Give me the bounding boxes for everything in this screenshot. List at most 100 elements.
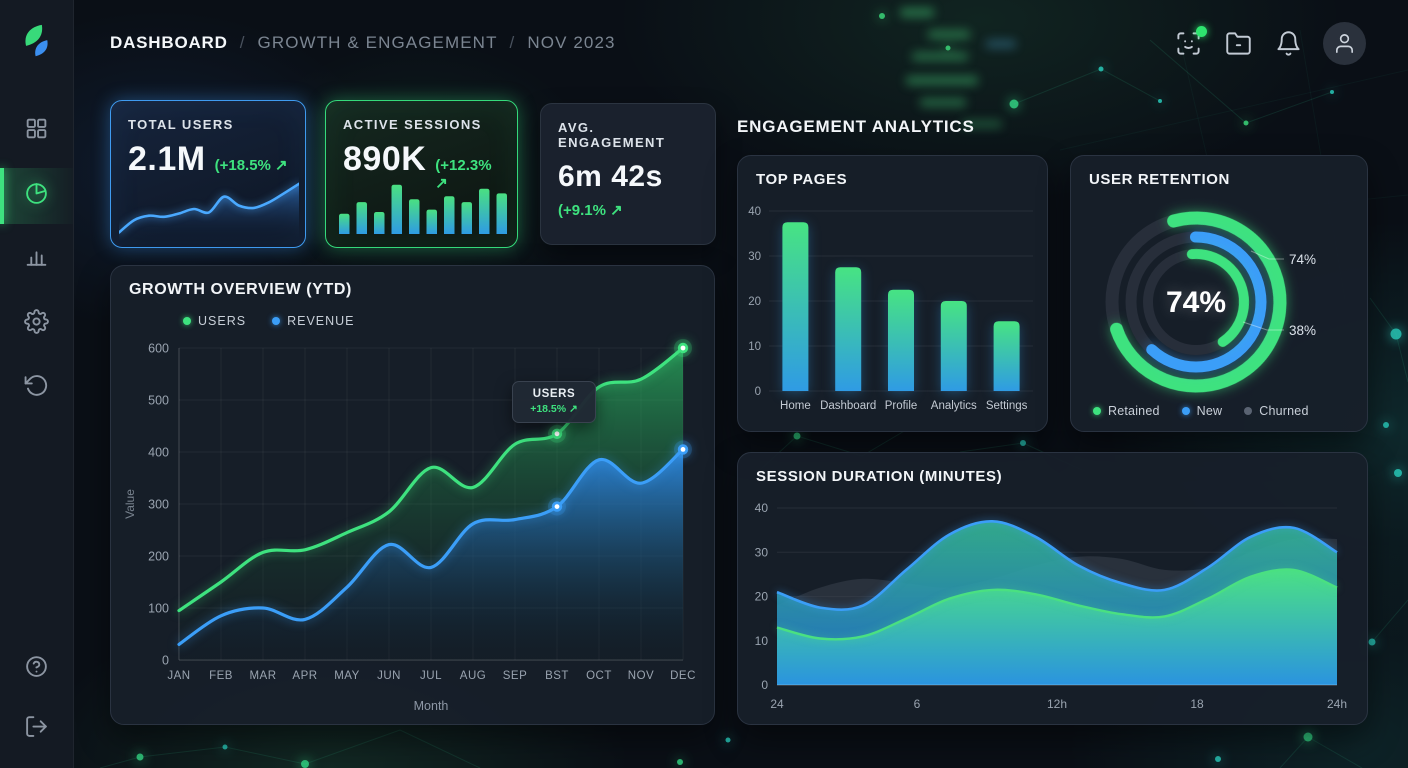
legend-revenue[interactable]: REVENUE <box>272 314 354 328</box>
svg-text:500: 500 <box>148 394 169 408</box>
sidebar-item-settings[interactable] <box>0 298 73 350</box>
growth-overview-card: GROWTH OVERVIEW (YTD) USERS REVENUE JAN F… <box>110 265 715 725</box>
legend-new[interactable]: New <box>1181 404 1223 418</box>
svg-text:Profile: Profile <box>885 400 918 412</box>
growth-legend: USERS REVENUE <box>183 314 355 328</box>
svg-text:JAN: JAN <box>167 670 190 682</box>
active-sessions-sparkline <box>339 172 507 234</box>
revenue-legend-dot <box>272 317 281 325</box>
svg-text:Value: Value <box>123 489 137 519</box>
help-icon <box>24 654 49 684</box>
users-legend-dot <box>183 317 191 325</box>
svg-text:24: 24 <box>770 697 784 711</box>
breadcrumb-separator: / <box>239 33 246 52</box>
svg-text:10: 10 <box>748 341 761 353</box>
new-legend-dot <box>1181 407 1190 415</box>
user-retention-card: USER RETENTION 74% 74% 38% Retained New … <box>1070 155 1368 432</box>
svg-text:SEP: SEP <box>503 670 528 682</box>
legend-users[interactable]: USERS <box>183 314 246 328</box>
svg-text:10: 10 <box>755 634 769 648</box>
legend-retained[interactable]: Retained <box>1093 404 1160 418</box>
sidebar-item-reports[interactable] <box>0 233 73 285</box>
tooltip-series: USERS <box>532 387 576 400</box>
sidebar-item-history[interactable] <box>0 362 73 414</box>
bell-button[interactable] <box>1275 30 1303 58</box>
retention-legend: Retained New Churned <box>1093 404 1309 418</box>
svg-text:MAR: MAR <box>249 670 276 682</box>
svg-text:6: 6 <box>914 697 921 711</box>
retention-center-value: 74% <box>1165 286 1227 319</box>
svg-text:Home: Home <box>780 400 811 412</box>
breadcrumb: DASHBOARD / GROWTH & ENGAGEMENT / NOV 20… <box>110 33 616 53</box>
user-icon <box>1336 34 1353 53</box>
svg-text:400: 400 <box>148 446 169 460</box>
face-scan-button[interactable] <box>1175 26 1207 58</box>
svg-text:JUL: JUL <box>420 670 442 682</box>
svg-text:Settings: Settings <box>986 400 1028 412</box>
logout-icon <box>24 714 49 744</box>
new-label: New <box>1196 404 1223 418</box>
legend-users-label: USERS <box>198 314 247 328</box>
sidebar-item-help[interactable] <box>0 643 73 695</box>
tooltip-delta: +18.5% ↗ <box>530 402 578 415</box>
stat-card-active-sessions: ACTIVE SESSIONS 890K (+12.3% ↗ <box>325 100 518 248</box>
churned-legend-dot <box>1244 407 1253 415</box>
breadcrumb-period[interactable]: NOV 2023 <box>527 33 616 52</box>
breadcrumb-section[interactable]: GROWTH & ENGAGEMENT <box>257 33 498 52</box>
churned-label: Churned <box>1259 404 1309 418</box>
svg-text:DEC: DEC <box>670 670 696 682</box>
notification-dot <box>1196 26 1207 37</box>
growth-title: GROWTH OVERVIEW (YTD) <box>129 281 352 298</box>
stat-value: 6m 42s <box>558 160 663 193</box>
svg-text:20: 20 <box>755 590 769 604</box>
svg-text:40: 40 <box>755 501 769 515</box>
svg-text:30: 30 <box>755 545 769 559</box>
retained-legend-dot <box>1093 407 1101 415</box>
svg-text:18: 18 <box>1190 697 1204 711</box>
stat-title: TOTAL USERS <box>128 117 234 132</box>
top-pages-card: TOP PAGES 0 10 20 30 40 Home Dashboard Profile A… <box>737 155 1048 432</box>
stat-card-avg-engagement: AVG. ENGAGEMENT 6m 42s (+9.1% ↗ <box>540 103 716 245</box>
bar-chart-icon <box>24 244 49 274</box>
legend-revenue-label: REVENUE <box>287 314 355 328</box>
svg-text:APR: APR <box>292 670 317 682</box>
top-pages-chart: 0 10 20 30 40 Home Dashboard Profile Analytics Se… <box>738 156 1047 431</box>
svg-text:300: 300 <box>148 498 169 512</box>
grid-icon <box>24 116 49 146</box>
svg-text:AUG: AUG <box>460 670 486 682</box>
svg-text:BST: BST <box>545 670 569 682</box>
retention-title: USER RETENTION <box>1089 171 1230 188</box>
breadcrumb-dashboard[interactable]: DASHBOARD <box>110 33 228 52</box>
sidebar-item-dashboard[interactable] <box>0 105 73 157</box>
growth-tooltip: USERS +18.5% ↗ <box>512 380 596 423</box>
breadcrumb-separator: / <box>509 33 516 52</box>
stat-delta: (+12.3% ↗ <box>435 157 492 192</box>
svg-text:Analytics: Analytics <box>931 400 977 412</box>
stat-title: AVG. ENGAGEMENT <box>558 120 666 150</box>
session-duration-card: SESSION DURATION (MINUTES) 0 10 20 30 40 24 6 1… <box>737 452 1368 725</box>
svg-text:FEB: FEB <box>209 670 233 682</box>
session-title: SESSION DURATION (MINUTES) <box>756 468 1003 485</box>
engagement-analytics-title: ENGAGEMENT ANALYTICS <box>737 117 975 136</box>
folder-button[interactable] <box>1225 30 1253 58</box>
svg-text:0: 0 <box>755 386 761 398</box>
total-users-sparkline <box>117 176 301 242</box>
svg-text:Month: Month <box>414 699 449 713</box>
top-pages-title: TOP PAGES <box>756 171 848 188</box>
retained-label: Retained <box>1108 404 1160 418</box>
stat-value: 2.1M <box>128 140 206 178</box>
svg-text:OCT: OCT <box>586 670 612 682</box>
svg-text:24h: 24h <box>1327 697 1347 711</box>
sidebar-item-logout[interactable] <box>0 703 73 755</box>
legend-churned[interactable]: Churned <box>1244 404 1308 418</box>
avatar[interactable] <box>1323 22 1366 65</box>
svg-text:0: 0 <box>162 654 169 668</box>
svg-text:40: 40 <box>748 206 761 218</box>
retention-donut <box>1071 156 1367 431</box>
svg-text:NOV: NOV <box>628 670 654 682</box>
history-icon <box>24 373 49 403</box>
svg-text:12h: 12h <box>1047 697 1067 711</box>
sidebar-item-analytics[interactable] <box>0 168 73 224</box>
sidebar <box>0 0 74 768</box>
svg-text:MAY: MAY <box>334 670 360 682</box>
